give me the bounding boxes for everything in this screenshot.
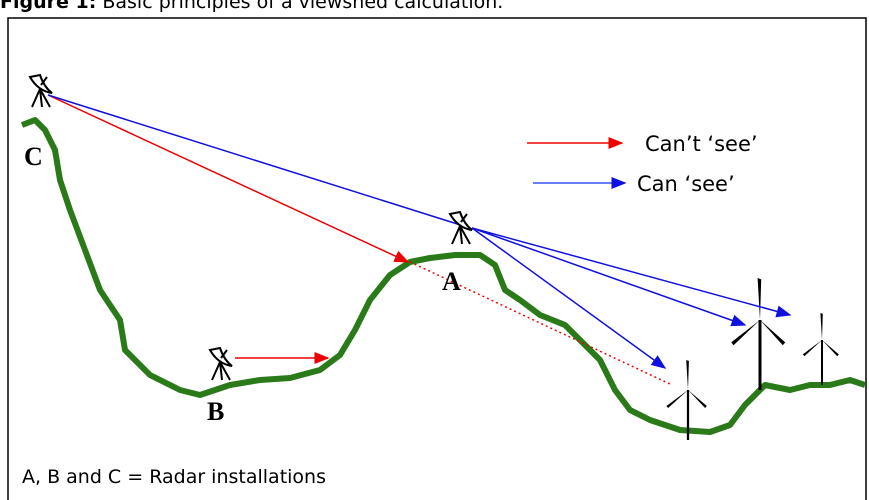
footnote: A, B and C = Radar installations (22, 466, 326, 488)
radar-label: B (207, 397, 224, 426)
turbines (666, 278, 838, 440)
radar-icons (30, 75, 472, 380)
radar-label: C (24, 142, 43, 171)
legend-label: Can ‘see’ (637, 172, 735, 196)
figure: Figure 1: Basic principles of a viewshed… (0, 0, 869, 500)
radar-label: A (442, 267, 461, 296)
legend-label: Can’t ‘see’ (645, 132, 758, 156)
diagram: C B A Can’t ‘see’ Can ‘see’ A, B and C =… (0, 0, 869, 500)
